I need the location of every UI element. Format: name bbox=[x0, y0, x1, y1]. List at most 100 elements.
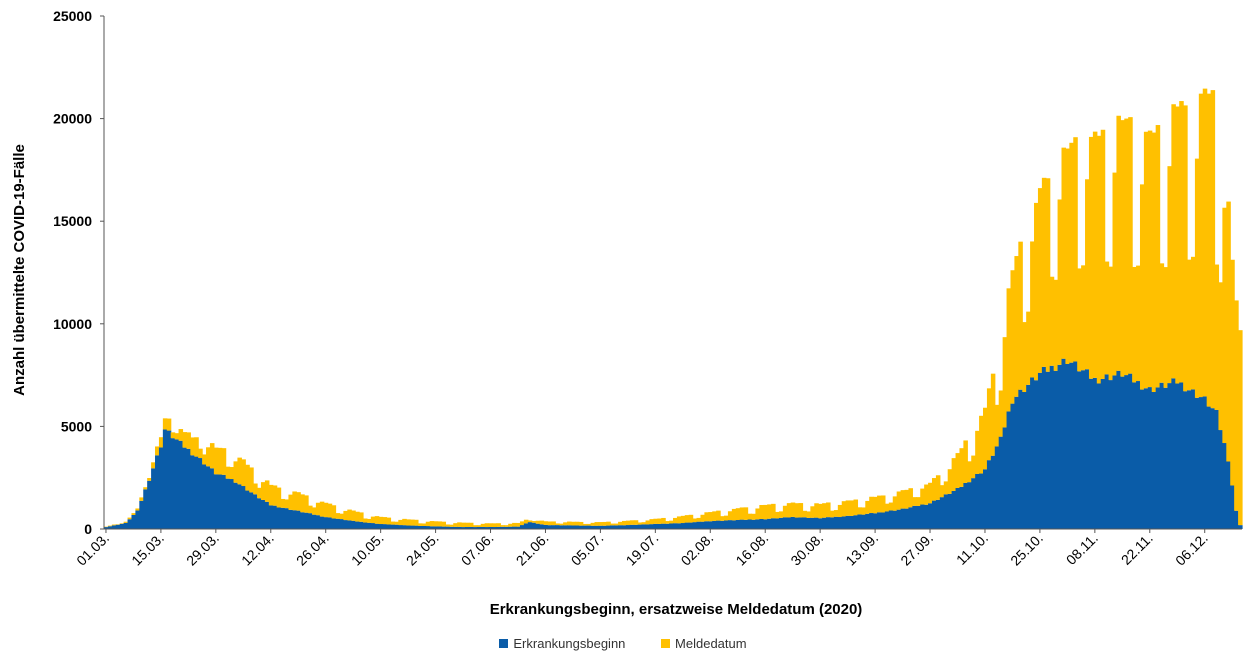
bar-meldedatum bbox=[1088, 136, 1094, 379]
x-tick-label: 29.03. bbox=[183, 530, 222, 569]
bar-erkrankungsbeginn bbox=[311, 514, 317, 529]
bar-erkrankungsbeginn bbox=[986, 460, 992, 529]
bar-erkrankungsbeginn bbox=[315, 515, 321, 529]
x-axis: 01.03. 15.03. 29.03. 12.04. 26.04. 10.05. 24.0… bbox=[73, 528, 1242, 569]
bar-erkrankungsbeginn bbox=[810, 517, 815, 529]
bar-meldedatum bbox=[771, 503, 776, 519]
bar-erkrankungsbeginn bbox=[504, 526, 509, 529]
bar-meldedatum bbox=[1069, 142, 1074, 363]
bar-erkrankungsbeginn bbox=[1100, 378, 1106, 529]
bar-erkrankungsbeginn bbox=[782, 517, 788, 529]
bar-erkrankungsbeginn bbox=[574, 525, 580, 529]
bar-erkrankungsbeginn bbox=[496, 526, 501, 529]
bar-meldedatum bbox=[924, 484, 929, 505]
bar-meldedatum bbox=[884, 503, 890, 512]
bar-erkrankungsbeginn bbox=[123, 522, 129, 529]
legend-swatch bbox=[661, 639, 671, 648]
bar-meldedatum bbox=[735, 508, 741, 520]
bar-meldedatum bbox=[378, 516, 384, 525]
bar-erkrankungsbeginn bbox=[994, 446, 1000, 529]
bar-erkrankungsbeginn bbox=[147, 480, 152, 529]
bar-erkrankungsbeginn bbox=[527, 522, 533, 529]
bar-erkrankungsbeginn bbox=[1041, 366, 1047, 529]
bar-erkrankungsbeginn bbox=[767, 518, 772, 529]
bar-erkrankungsbeginn bbox=[1210, 408, 1216, 529]
bar-meldedatum bbox=[684, 515, 690, 523]
bar-erkrankungsbeginn bbox=[319, 516, 325, 529]
legend: Erkrankungsbeginn Meldedatum bbox=[0, 636, 1246, 651]
bar-erkrankungsbeginn bbox=[131, 514, 136, 529]
bar-erkrankungsbeginn bbox=[853, 515, 859, 529]
bar-meldedatum bbox=[1206, 93, 1212, 407]
x-tick-label: 05.07. bbox=[568, 530, 607, 569]
bar-meldedatum bbox=[131, 513, 136, 515]
bar-erkrankungsbeginn bbox=[998, 436, 1004, 529]
bar-erkrankungsbeginn bbox=[775, 518, 780, 529]
bar-erkrankungsbeginn bbox=[563, 525, 568, 529]
bar-meldedatum bbox=[359, 512, 364, 522]
bar-erkrankungsbeginn bbox=[606, 525, 611, 529]
bar-meldedatum bbox=[284, 499, 290, 509]
bar-erkrankungsbeginn bbox=[594, 525, 600, 529]
bar-meldedatum bbox=[1187, 259, 1192, 391]
bar-meldedatum bbox=[260, 482, 266, 500]
bar-erkrankungsbeginn bbox=[512, 526, 517, 529]
bar-meldedatum bbox=[158, 437, 164, 448]
bar-erkrankungsbeginn bbox=[696, 521, 702, 529]
bar-erkrankungsbeginn bbox=[284, 508, 290, 529]
bar-erkrankungsbeginn bbox=[104, 527, 109, 529]
bar-meldedatum bbox=[535, 520, 541, 524]
bar-erkrankungsbeginn bbox=[559, 525, 564, 529]
bar-erkrankungsbeginn bbox=[590, 525, 596, 529]
bar-erkrankungsbeginn bbox=[1163, 387, 1169, 529]
bar-erkrankungsbeginn bbox=[323, 517, 329, 529]
bar-erkrankungsbeginn bbox=[633, 524, 639, 529]
y-axis: 0 5000 10000 15000 20000 25000 bbox=[53, 8, 105, 537]
bar-erkrankungsbeginn bbox=[861, 514, 866, 529]
x-tick-label: 19.07. bbox=[623, 530, 662, 569]
bar-meldedatum bbox=[959, 448, 964, 487]
bar-erkrankungsbeginn bbox=[1057, 364, 1063, 529]
y-tick-label: 10000 bbox=[53, 316, 92, 332]
y-tick-label: 0 bbox=[84, 521, 92, 537]
bar-erkrankungsbeginn bbox=[904, 508, 910, 529]
bar-meldedatum bbox=[370, 516, 376, 524]
bar-meldedatum bbox=[362, 518, 368, 523]
bar-meldedatum bbox=[806, 511, 811, 518]
bar-erkrankungsbeginn bbox=[331, 518, 337, 529]
bar-meldedatum bbox=[127, 517, 133, 520]
bar-erkrankungsbeginn bbox=[598, 525, 603, 529]
bar-erkrankungsbeginn bbox=[370, 523, 376, 529]
bar-meldedatum bbox=[547, 521, 552, 526]
bar-erkrankungsbeginn bbox=[476, 526, 482, 529]
bar-meldedatum bbox=[849, 500, 855, 516]
bar-erkrankungsbeginn bbox=[669, 523, 674, 529]
bar-meldedatum bbox=[606, 521, 611, 526]
bar-erkrankungsbeginn bbox=[716, 520, 721, 529]
bar-erkrankungsbeginn bbox=[727, 520, 733, 529]
bar-meldedatum bbox=[716, 510, 721, 521]
bar-meldedatum bbox=[618, 521, 623, 526]
bar-erkrankungsbeginn bbox=[1108, 380, 1114, 529]
bar-meldedatum bbox=[166, 418, 172, 431]
bar-meldedatum bbox=[1026, 311, 1031, 385]
bar-erkrankungsbeginn bbox=[288, 509, 293, 529]
bar-erkrankungsbeginn bbox=[119, 523, 125, 529]
bar-erkrankungsbeginn bbox=[398, 525, 403, 529]
bar-erkrankungsbeginn bbox=[296, 510, 301, 529]
bar-erkrankungsbeginn bbox=[959, 486, 964, 529]
bar-meldedatum bbox=[1159, 263, 1165, 383]
bar-meldedatum bbox=[802, 510, 808, 518]
bar-meldedatum bbox=[445, 524, 450, 527]
bar-meldedatum bbox=[692, 518, 698, 523]
bar-meldedatum bbox=[457, 522, 462, 527]
bar-erkrankungsbeginn bbox=[327, 517, 333, 529]
bar-meldedatum bbox=[790, 502, 796, 517]
bar-erkrankungsbeginn bbox=[472, 527, 478, 529]
bar-meldedatum bbox=[908, 488, 913, 508]
bar-meldedatum bbox=[994, 404, 1000, 447]
bar-meldedatum bbox=[928, 482, 933, 504]
bar-meldedatum bbox=[433, 521, 439, 527]
bar-meldedatum bbox=[343, 510, 348, 521]
x-tick-label: 22.11. bbox=[1118, 530, 1156, 568]
